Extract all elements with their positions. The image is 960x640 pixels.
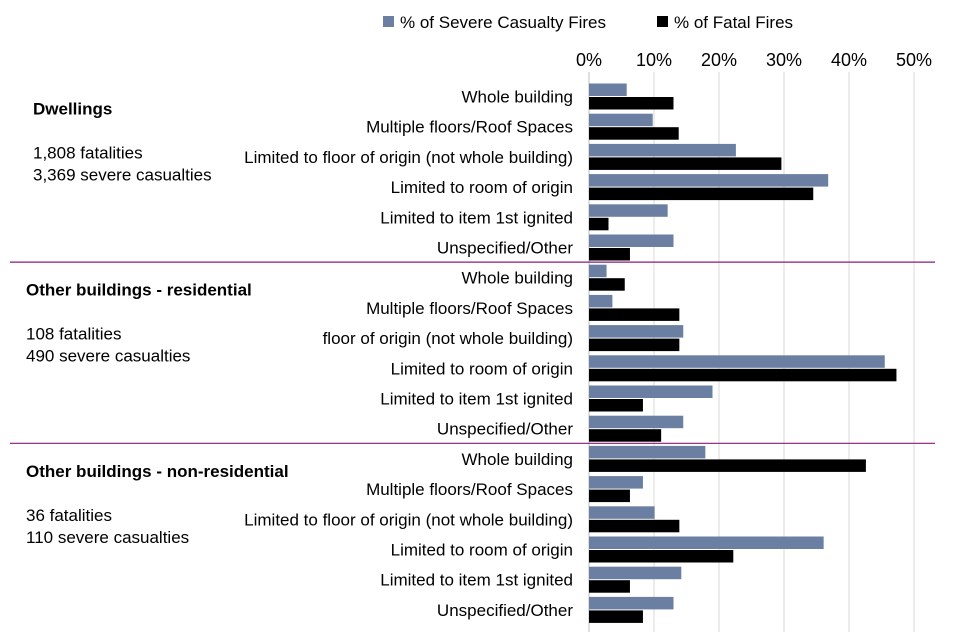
legend: % of Severe Casualty Fires % of Fatal Fi… [383, 13, 793, 32]
x-tick-label: 10% [636, 50, 672, 70]
x-tick-label: 50% [896, 50, 932, 70]
bar-severe [589, 385, 713, 398]
bar-fatal [589, 368, 897, 382]
bar-severe [589, 355, 885, 368]
category-labels: Whole building Multiple floors/Roof Space… [244, 88, 573, 620]
group-stat: 36 fatalities [26, 506, 112, 525]
bar-fatal [589, 459, 866, 472]
bar-fatal [589, 399, 643, 412]
legend-swatch-severe [383, 16, 394, 27]
group-separators [10, 261, 935, 444]
bar-severe [589, 566, 682, 580]
category-label: Limited to floor of origin (not whole bu… [244, 510, 573, 529]
x-tick-label: 40% [831, 50, 867, 70]
bar-severe [589, 536, 824, 549]
group-stat: 108 fatalities [26, 325, 121, 344]
x-tick-label: 0% [576, 50, 602, 70]
x-tick-label: 20% [701, 50, 737, 70]
bar-severe [589, 113, 653, 127]
bars [589, 83, 897, 623]
category-label: Multiple floors/Roof Spaces [366, 480, 573, 499]
group-title: Other buildings - non-residential [26, 462, 289, 481]
bar-fatal [589, 308, 680, 321]
bar-severe [589, 143, 736, 157]
category-label: Multiple floors/Roof Spaces [366, 118, 573, 137]
group-title: Dwellings [33, 100, 112, 119]
bar-severe [589, 234, 674, 247]
bar-fatal [589, 97, 674, 110]
category-label: Unspecified/Other [437, 239, 573, 258]
bar-fatal [589, 489, 630, 503]
bar-severe [589, 445, 706, 459]
category-label: Whole building [461, 88, 573, 107]
category-label: Whole building [461, 450, 573, 469]
bar-fatal [589, 580, 630, 593]
bar-fatal [589, 217, 609, 231]
legend-label-fatal: % of Fatal Fires [674, 13, 793, 32]
bar-fatal [589, 338, 680, 352]
bar-fatal [589, 127, 679, 140]
legend-swatch-fatal [657, 16, 668, 27]
category-label: Limited to item 1st ignited [380, 390, 573, 409]
category-label: Limited to item 1st ignited [380, 208, 573, 227]
group-stat: 1,808 fatalities [33, 144, 143, 163]
bar-severe [589, 596, 674, 610]
category-label: Limited to room of origin [391, 541, 573, 560]
bar-fatal [589, 278, 625, 291]
x-tick-label: 30% [766, 50, 802, 70]
group-labels: Dwellings 1,808 fatalities 3,369 severe ca… [26, 100, 289, 547]
group-title: Other buildings - residential [26, 281, 252, 300]
bar-fatal [589, 157, 782, 170]
legend-label-severe: % of Severe Casualty Fires [400, 13, 606, 32]
bar-severe [589, 325, 684, 338]
bar-fatal [589, 187, 814, 201]
category-label: Limited to room of origin [391, 359, 573, 378]
category-label: Unspecified/Other [437, 601, 573, 620]
category-label: Unspecified/Other [437, 420, 573, 439]
bar-severe [589, 264, 607, 278]
bar-severe [589, 174, 829, 187]
bar-severe [589, 294, 613, 308]
category-label: Whole building [461, 269, 573, 288]
category-label: Limited to item 1st ignited [380, 571, 573, 590]
group-stat: 110 severe casualties [26, 528, 189, 547]
bar-fatal [589, 550, 734, 563]
bar-fatal [589, 610, 643, 623]
group-stat: 3,369 severe casualties [33, 166, 212, 185]
bar-severe [589, 506, 655, 519]
category-label: Multiple floors/Roof Spaces [366, 299, 573, 318]
x-axis-tick-labels: 0% 10% 20% 30% 40% 50% [576, 50, 932, 70]
bar-severe [589, 204, 668, 217]
group-stat: 490 severe casualties [26, 347, 190, 366]
bar-fatal [589, 519, 680, 533]
bar-fatal [589, 429, 662, 442]
bar-fatal [589, 248, 630, 261]
bar-severe [589, 83, 627, 96]
bar-severe [589, 476, 643, 489]
category-label: Limited to room of origin [391, 178, 573, 197]
category-label: floor of origin (not whole building) [323, 329, 573, 348]
category-label: Limited to floor of origin (not whole bu… [244, 148, 573, 167]
bar-severe [589, 415, 684, 429]
